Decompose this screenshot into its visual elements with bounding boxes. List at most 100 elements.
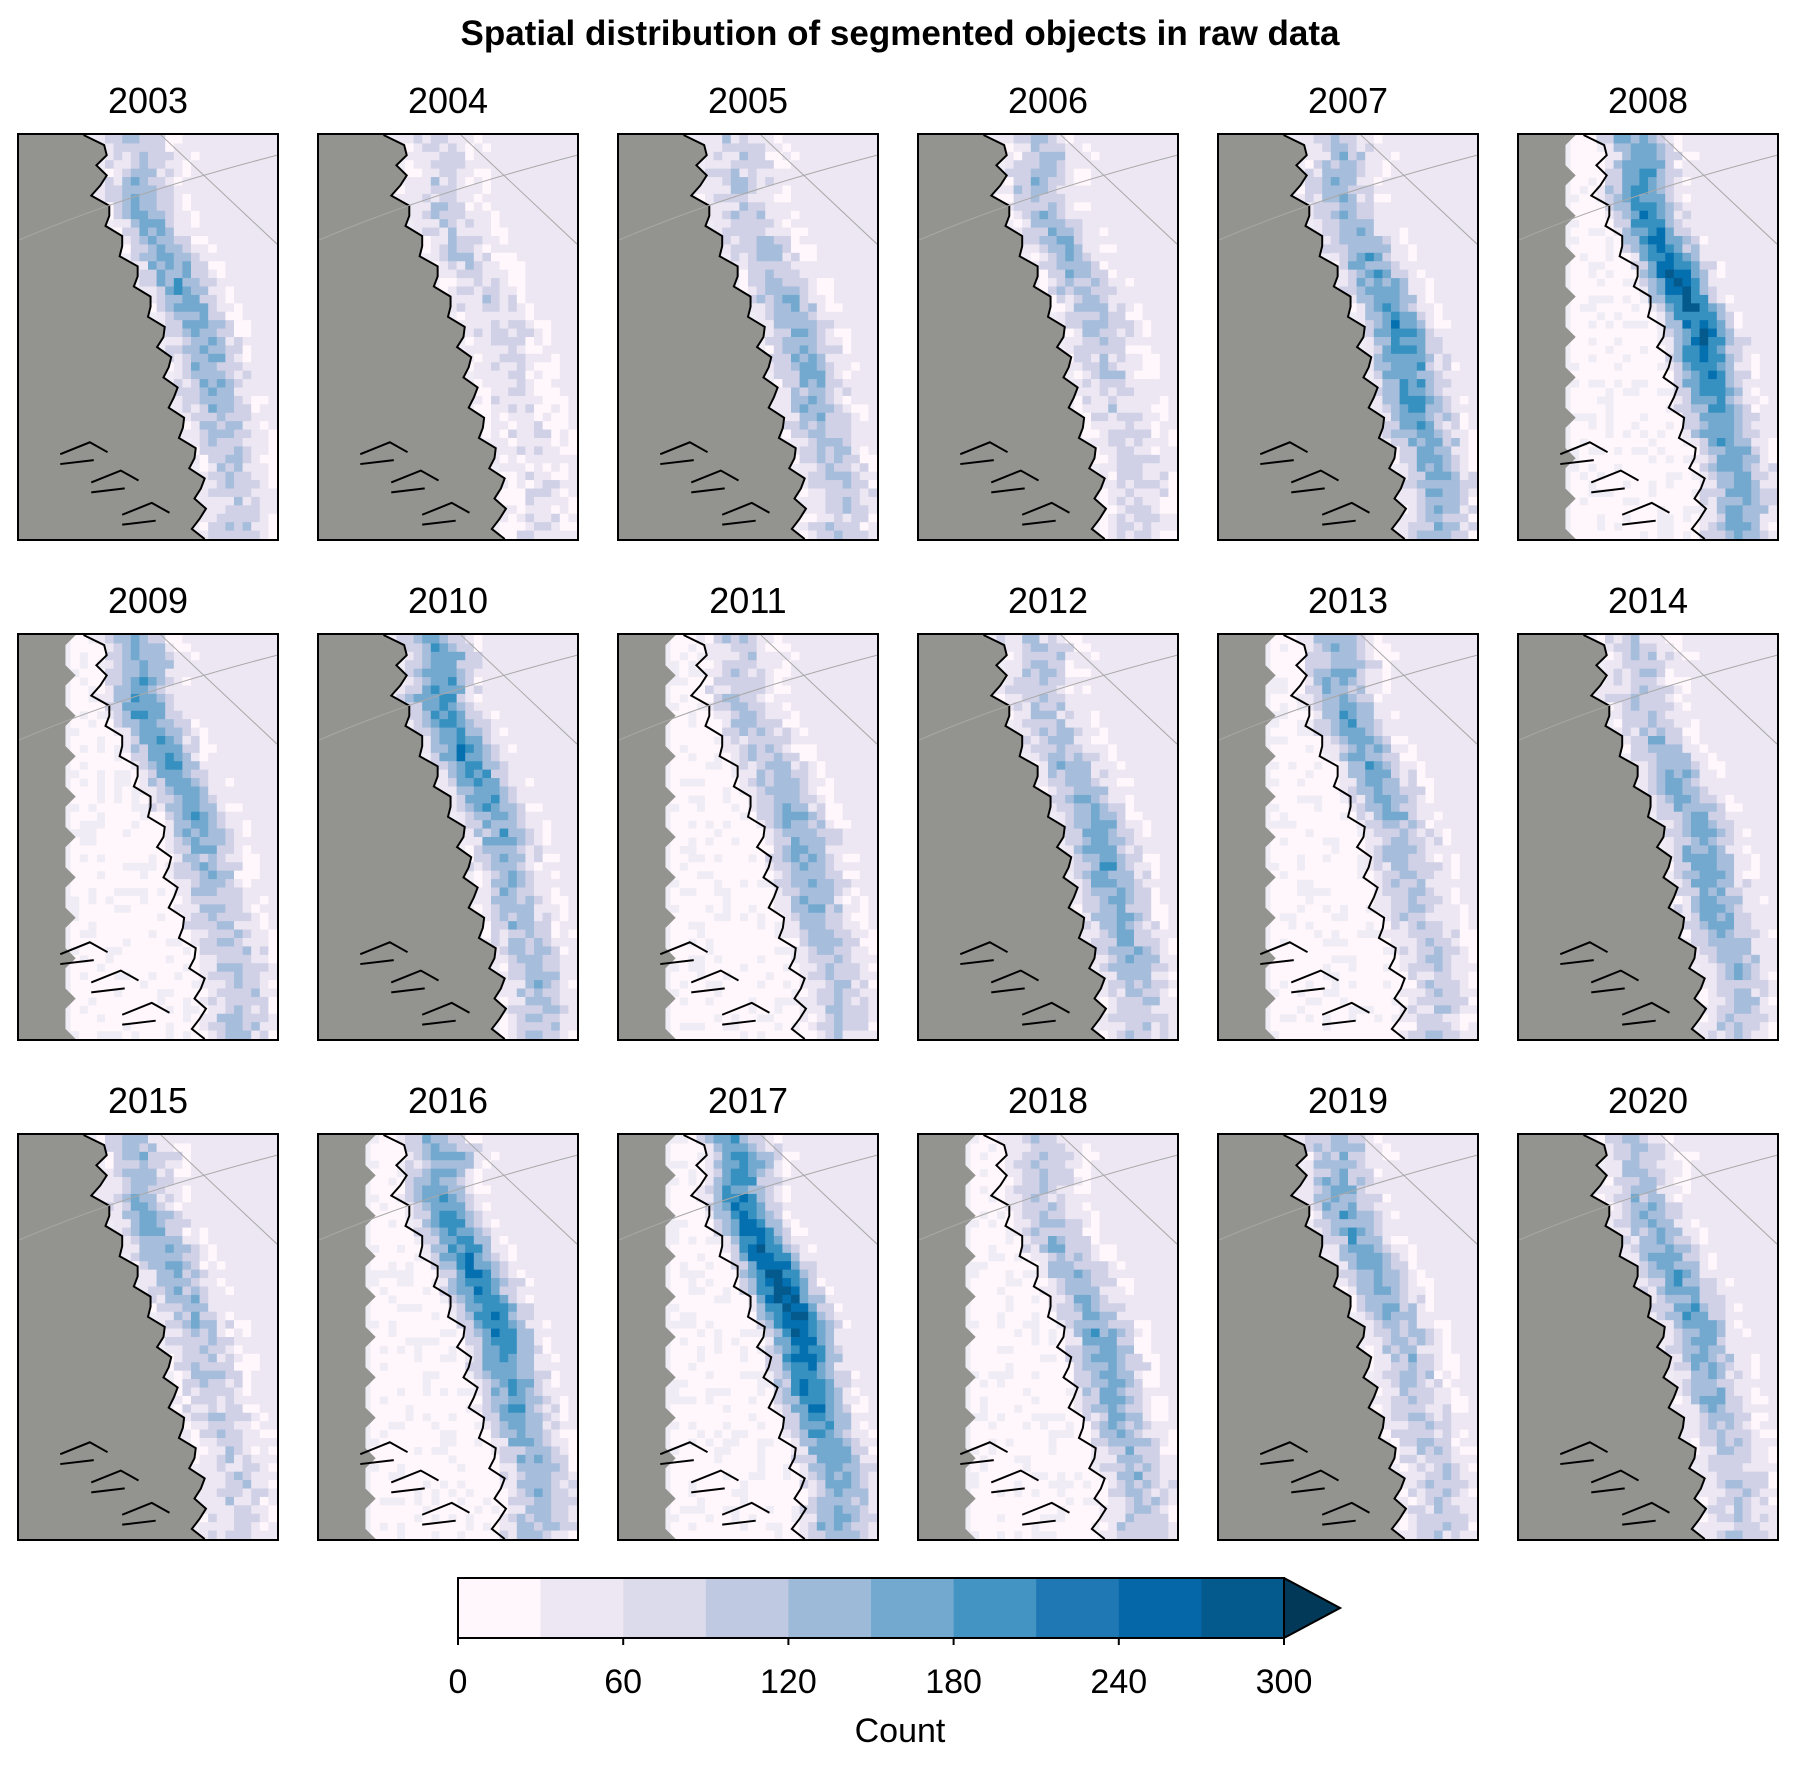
heatmap-cell — [208, 311, 218, 321]
heatmap-cell — [182, 168, 192, 178]
heatmap-cell — [1759, 362, 1769, 372]
heatmap-cell — [1708, 480, 1718, 490]
heatmap-cell — [868, 488, 877, 498]
heatmap-cell — [1570, 177, 1580, 187]
heatmap-cell — [833, 471, 844, 481]
graticule-line — [919, 154, 1177, 241]
heatmap-cell — [1073, 379, 1083, 389]
heatmap-cell — [473, 404, 483, 414]
heatmap-cell — [1373, 278, 1383, 288]
heatmap-cell — [465, 320, 475, 330]
heatmap-cell — [782, 379, 792, 389]
heatmap-cell — [216, 236, 226, 246]
heatmap-cell — [1091, 303, 1101, 313]
heatmap-cell — [1382, 177, 1392, 187]
heatmap-cell — [1416, 480, 1426, 490]
heatmap-cell — [1065, 286, 1075, 296]
heatmap-cell — [482, 135, 492, 145]
heatmap-cell — [1699, 261, 1709, 271]
heatmap-cell — [1151, 370, 1161, 380]
heatmap-cell — [559, 202, 569, 212]
heatmap-cell — [268, 685, 277, 695]
heatmap-cell — [1073, 387, 1083, 397]
heatmap-cell — [1416, 345, 1426, 355]
heatmap-cell — [1673, 261, 1683, 271]
heatmap-cell — [1656, 210, 1666, 220]
heatmap-cell — [1365, 337, 1375, 347]
heatmap-cell — [259, 168, 269, 178]
heatmap-cell — [1759, 193, 1769, 203]
heatmap-cell — [842, 236, 852, 246]
land-mass — [1519, 135, 1576, 539]
heatmap-cell — [456, 185, 466, 195]
heatmap-cell — [456, 210, 466, 220]
heatmap-cell — [1159, 454, 1169, 464]
heatmap-cell — [568, 185, 577, 195]
heatmap-cell — [1322, 210, 1332, 220]
heatmap-cell — [1751, 446, 1761, 456]
heatmap-cell — [448, 269, 458, 279]
heatmap-cell — [1579, 446, 1589, 456]
heatmap-cell — [1125, 488, 1135, 498]
heatmap-cell — [1587, 244, 1597, 254]
heatmap-cell — [756, 286, 766, 296]
heatmap-cell — [1116, 345, 1126, 355]
heatmap-cell — [551, 303, 561, 313]
heatmap-cell — [242, 370, 252, 380]
heatmap-cell — [1425, 505, 1435, 515]
heatmap-cell — [1699, 151, 1709, 161]
heatmap-cell — [1733, 210, 1744, 220]
heatmap-cell — [191, 429, 201, 439]
heatmap-cell — [1408, 286, 1418, 296]
heatmap-cell — [1570, 320, 1580, 330]
heatmap-cell — [1142, 269, 1152, 279]
heatmap-cell — [542, 522, 552, 532]
heatmap-cell — [225, 311, 235, 321]
heatmap-cell — [130, 677, 140, 687]
heatmap-cell — [859, 454, 869, 464]
heatmap-cell — [1168, 227, 1177, 237]
heatmap-cell — [1648, 345, 1658, 355]
heatmap-cell — [1673, 404, 1683, 414]
heatmap-cell — [1673, 480, 1683, 490]
heatmap-cell — [1073, 303, 1083, 313]
heatmap-cell — [765, 286, 775, 296]
heatmap-cell — [1356, 151, 1366, 161]
heatmap-cell — [1159, 210, 1169, 220]
heatmap-cell — [1751, 278, 1761, 288]
heatmap-cell — [825, 353, 835, 363]
heatmap-cell — [799, 362, 809, 372]
heatmap-cell — [551, 496, 561, 506]
heatmap-cell — [251, 769, 261, 779]
heatmap-cell — [173, 320, 183, 330]
heatmap-cell — [1391, 328, 1401, 338]
heatmap-cell — [1382, 311, 1392, 321]
heatmap-cell — [1133, 193, 1144, 203]
heatmap-cell — [1082, 244, 1092, 254]
heatmap-cell — [79, 736, 89, 746]
heatmap-cell — [233, 668, 244, 678]
heatmap-cell — [756, 210, 766, 220]
heatmap-cell — [739, 185, 749, 195]
heatmap-cell — [473, 379, 483, 389]
heatmap-cell — [773, 202, 783, 212]
heatmap-cell — [139, 761, 149, 771]
heatmap-cell — [559, 261, 569, 271]
heatmap-cell — [1716, 261, 1726, 271]
heatmap-cell — [1656, 286, 1666, 296]
fjord-outline — [1021, 501, 1070, 526]
heatmap-cell — [1133, 328, 1144, 338]
heatmap-cell — [242, 744, 252, 754]
heatmap-cell — [1733, 522, 1744, 532]
heatmap-cell — [1382, 261, 1392, 271]
heatmap-cell — [1587, 395, 1597, 405]
heatmap-cell — [456, 311, 466, 321]
heatmap-cell — [1459, 488, 1469, 498]
heatmap-cell — [1630, 252, 1640, 262]
heatmap-cell — [1099, 530, 1109, 539]
heatmap-cell — [473, 328, 483, 338]
heatmap-cell — [868, 387, 877, 397]
heatmap-cell — [251, 421, 261, 431]
heatmap-cell — [1708, 202, 1718, 212]
heatmap-cell — [568, 278, 577, 288]
